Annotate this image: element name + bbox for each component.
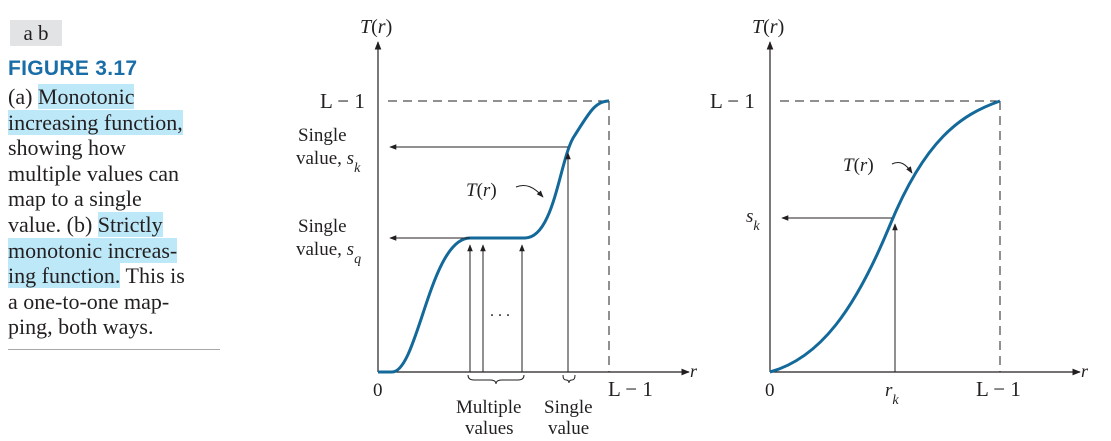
single-label-1: Single [544,397,593,418]
transform-curve-b [769,99,1001,374]
curve-label-a: T(r) [466,180,497,201]
x-axis-label-b: r [1081,361,1089,381]
caption-line: monotonic increas- [8,237,223,264]
y-top-label-a: L − 1 [320,89,365,113]
curve-label-b: T(r) [843,155,874,176]
caption-text-segment: map to a single [8,186,142,212]
single-value-q-1: Single [298,216,347,237]
caption-text-segment: showing how [8,135,126,161]
caption-text-segment: multiple values can [8,160,180,186]
caption-line: multiple values can [8,161,223,187]
x-end-label-b: L − 1 [976,377,1021,401]
y-top-label-b: L − 1 [710,89,755,113]
multiple-label-1: Multiple [456,397,521,418]
caption-text-segment: value. (b) [8,211,98,237]
caption-line: ping, both ways. [8,314,223,340]
caption-text-segment: This is [120,263,185,289]
single-value-k-1: Single [298,125,347,146]
caption-text: (a) Monotonic increasing function, showing… [8,84,223,340]
caption-line: a one-to-one map- [8,289,223,315]
caption-text-segment: (a) [8,84,38,109]
origin-label-b: 0 [765,380,775,401]
highlighted-text: Strictly [97,211,163,237]
single-label-2: value [548,418,589,439]
x-axis-label-a: r [690,361,698,381]
sk-label-b: sk [746,206,760,234]
rk-label-b: rk [885,380,899,408]
brace-single [562,374,576,384]
highlighted-text: ing function. [8,263,121,289]
transform-curve-a [378,99,610,374]
highlighted-text: Monotonic [37,84,135,109]
x-end-label-a: L − 1 [608,377,653,401]
single-value-k-2: value, sk [296,148,361,176]
brace-multiple [467,374,525,385]
caption-text-segment: ping, both ways. [8,314,154,340]
curve-pointer-b [891,161,913,174]
panel-b: T(r) r L − 1 0 L − 1 sk rk T(r) [710,16,1089,408]
ellipsis: . . . [490,303,510,320]
caption-rule [8,349,220,350]
curve-pointer-a [515,184,544,198]
panel-a: T(r) r L − 1 0 L − 1 . . . Multiple valu… [296,16,698,439]
caption-line: increasing function, [8,109,223,136]
caption-line: map to a single [8,186,223,212]
panel-tag: a b [10,20,62,46]
highlighted-text: increasing function, [8,109,183,135]
multiple-label-2: values [465,418,514,439]
caption-line: ing function. This is [8,263,223,289]
highlighted-text: monotonic increas- [8,237,178,263]
caption-text-segment: a one-to-one map- [8,288,170,314]
y-axis-label-a: T(r) [360,16,392,38]
figure-label: FIGURE 3.17 [8,57,138,80]
y-axis-label-b: T(r) [752,16,784,38]
caption-line: (a) Monotonic [8,84,223,110]
caption-line: value. (b) Strictly [8,211,223,238]
origin-label-a: 0 [373,380,383,401]
figure-caption: a b FIGURE 3.17 (a) Monotonic increasing … [0,0,225,441]
single-value-q-2: value, sq [296,239,361,267]
caption-line: showing how [8,135,223,161]
